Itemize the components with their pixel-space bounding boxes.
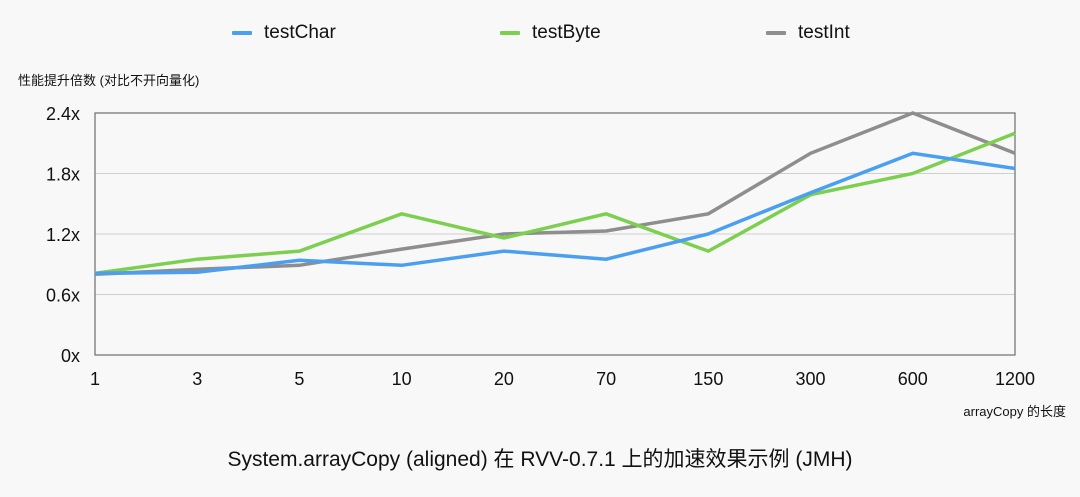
legend-swatch-icon xyxy=(766,31,786,35)
x-axis-label: arrayCopy 的长度 xyxy=(963,404,1066,419)
x-tick-label: 10 xyxy=(392,369,412,389)
y-axis-label: 性能提升倍数 (对比不开向量化) xyxy=(18,73,200,88)
plot-frame xyxy=(94,112,1016,356)
x-tick-label: 1 xyxy=(90,369,100,389)
legend-item-testByte: testByte xyxy=(500,22,601,44)
legend-item-testInt: testInt xyxy=(766,22,850,44)
legend-swatch-icon xyxy=(500,31,520,35)
y-tick-label: 2.4x xyxy=(46,104,80,124)
x-tick-label: 300 xyxy=(796,369,826,389)
x-tick-label: 70 xyxy=(596,369,616,389)
y-tick-label: 0.6x xyxy=(46,286,80,306)
legend-swatch-icon xyxy=(232,31,252,35)
series-line-testInt xyxy=(94,111,1016,277)
chart-legend: testChar testByte testInt xyxy=(0,22,1080,50)
y-tick-label: 0x xyxy=(61,346,80,366)
x-tick-label: 150 xyxy=(693,369,723,389)
legend-item-testChar: testChar xyxy=(232,22,336,44)
x-tick-label: 3 xyxy=(192,369,202,389)
x-tick-label: 1200 xyxy=(995,369,1035,389)
series-line-testChar xyxy=(94,151,1016,276)
x-tick-label: 20 xyxy=(494,369,514,389)
legend-label: testInt xyxy=(798,22,850,43)
x-tick-label: 5 xyxy=(294,369,304,389)
y-tick-label: 1.2x xyxy=(46,225,80,245)
legend-label: testChar xyxy=(264,22,336,43)
legend-label: testByte xyxy=(532,22,601,43)
y-tick-label: 1.8x xyxy=(46,165,80,185)
series-line-testByte xyxy=(94,131,1016,276)
chart-title: System.arrayCopy (aligned) 在 RVV-0.7.1 上… xyxy=(227,448,853,471)
x-tick-label: 600 xyxy=(898,369,928,389)
